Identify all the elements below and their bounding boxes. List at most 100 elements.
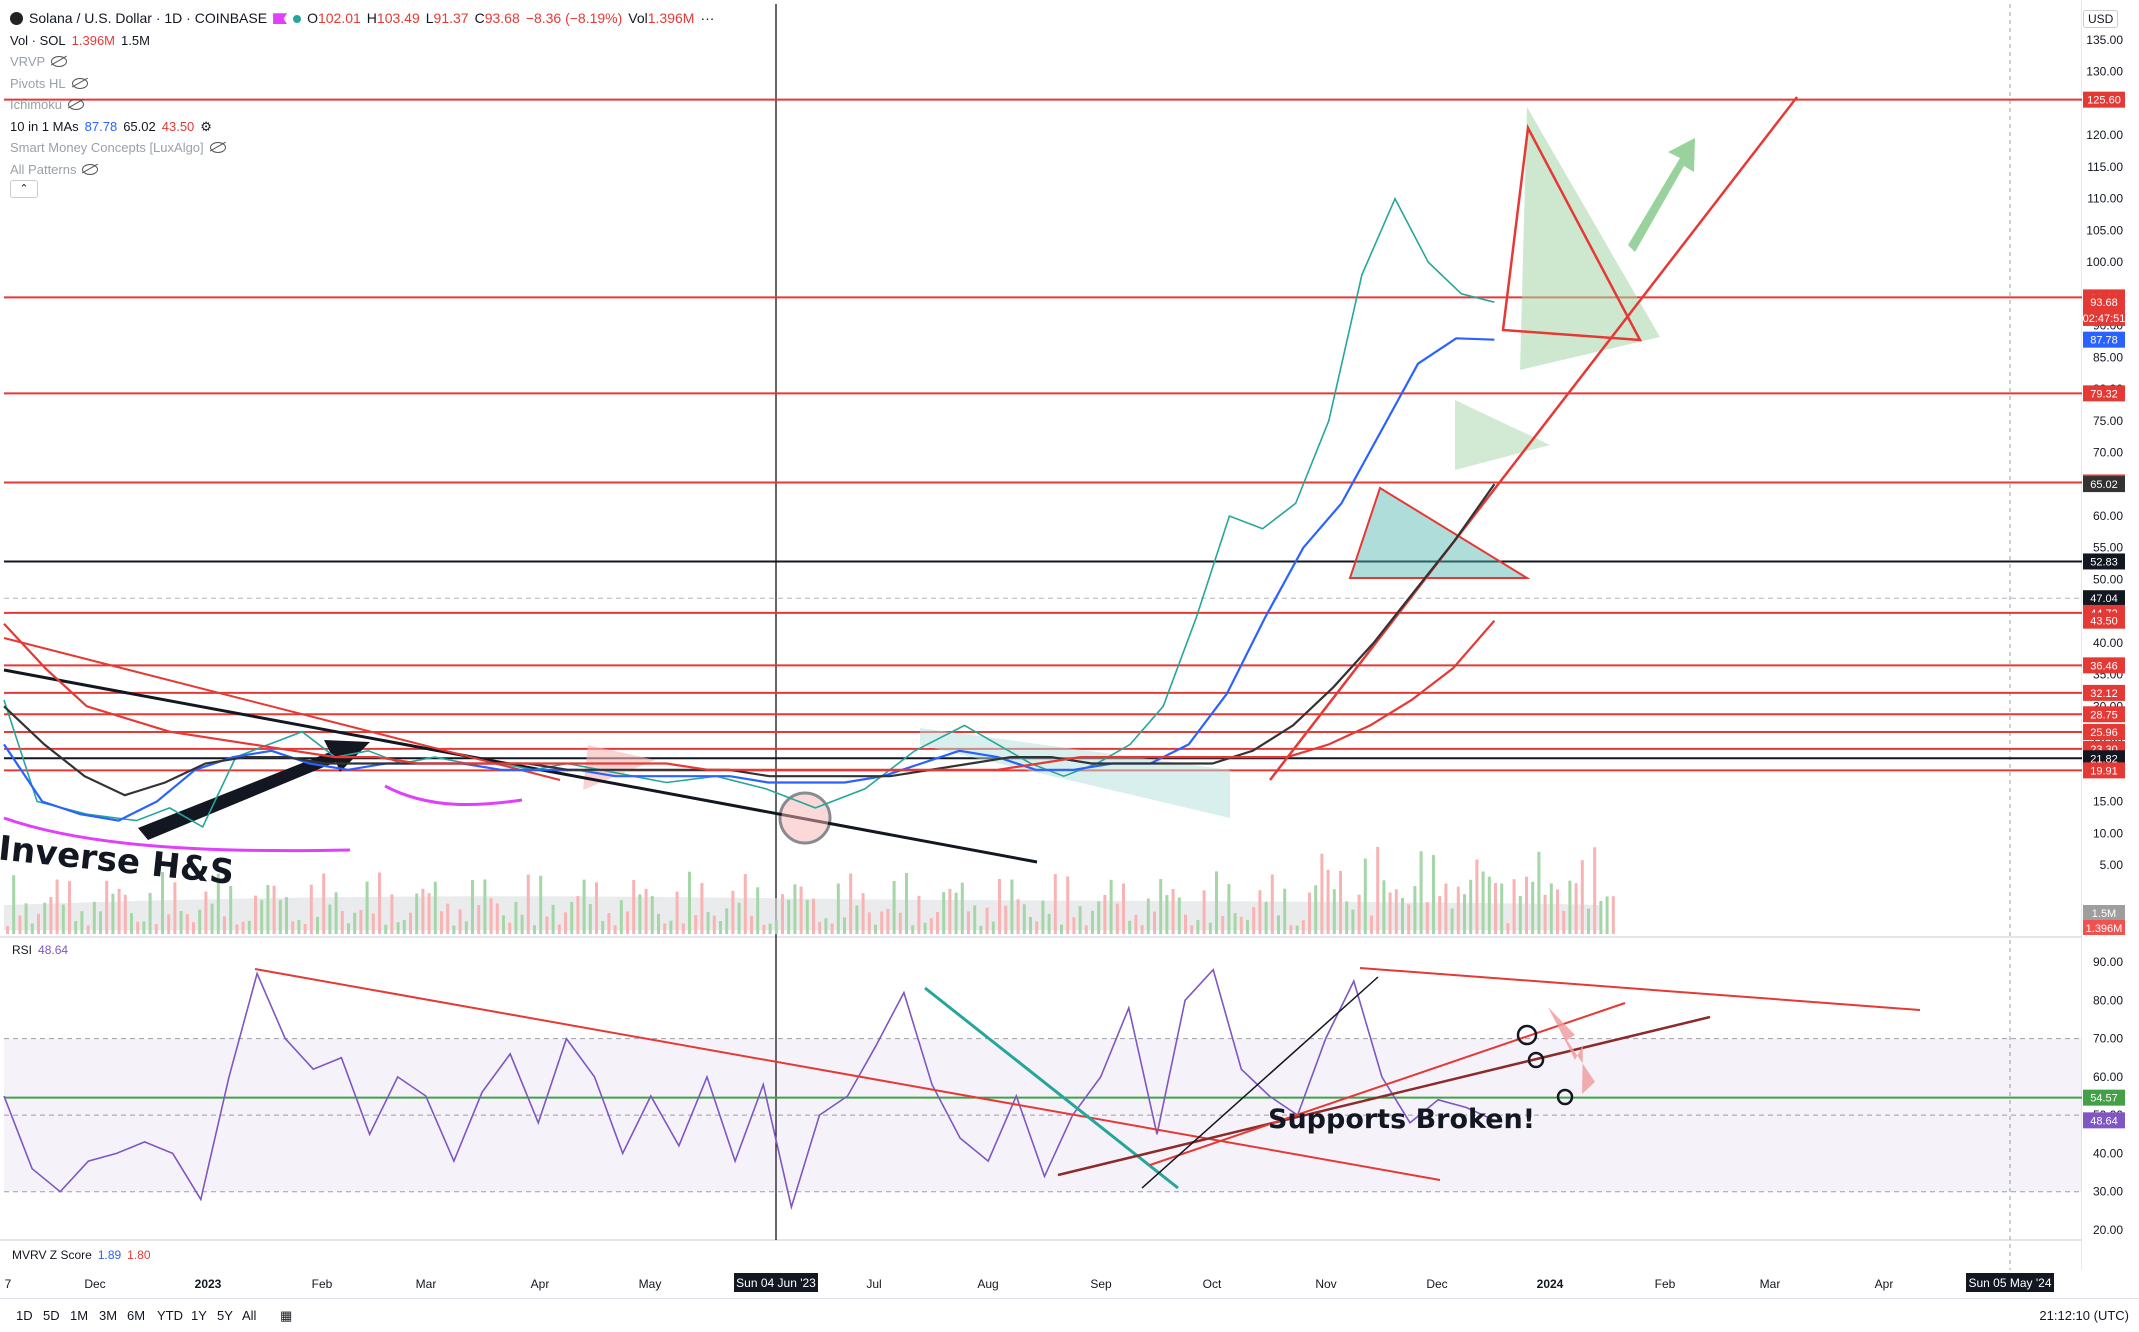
trend-line bbox=[3, 637, 561, 781]
volume-bar bbox=[663, 923, 667, 934]
volume-bar bbox=[167, 914, 171, 934]
volume-bar bbox=[204, 891, 208, 934]
volume-bar bbox=[595, 882, 598, 934]
price-label-tag bbox=[2083, 309, 2125, 326]
triangle-outline bbox=[1348, 486, 1531, 579]
timeframe-3m[interactable]: 3M bbox=[99, 1308, 118, 1323]
volume-bar bbox=[917, 895, 921, 934]
price-tick-label: 40.00 bbox=[2093, 636, 2123, 650]
indicator-smc[interactable]: Smart Money Concepts [LuxAlgo] bbox=[10, 137, 714, 159]
timeframe-all[interactable]: All bbox=[242, 1308, 257, 1323]
rsi-marker bbox=[1527, 1051, 1545, 1069]
volume-bar bbox=[1394, 889, 1398, 934]
volume-bar bbox=[588, 904, 592, 934]
volume-bar bbox=[396, 922, 400, 934]
volume-bar bbox=[880, 911, 884, 934]
volume-bar bbox=[1500, 883, 1504, 934]
volume-bar bbox=[371, 913, 375, 934]
volume-bar bbox=[1339, 870, 1342, 934]
hidden-eye-icon[interactable] bbox=[51, 56, 68, 68]
volume-bar bbox=[1401, 898, 1404, 934]
rsi-trend-line bbox=[1057, 1015, 1711, 1177]
volume-bar bbox=[1115, 903, 1119, 934]
volume-bar bbox=[1122, 883, 1125, 934]
timeframe-5y[interactable]: 5Y bbox=[217, 1308, 233, 1323]
rsi-pane bbox=[3, 967, 2082, 1211]
volume-bar bbox=[979, 925, 983, 934]
volume-bar bbox=[241, 921, 245, 934]
volume-bar bbox=[334, 892, 338, 934]
volume-bar bbox=[1376, 846, 1380, 934]
supports-broken-label: Supports Broken! bbox=[1268, 1104, 1535, 1135]
volume-bar bbox=[1215, 871, 1218, 934]
hidden-eye-icon[interactable] bbox=[209, 142, 226, 154]
inverse-hs-curve bbox=[3, 816, 351, 853]
chart-canvas[interactable]: 135.00130.00125.00120.00115.00110.00105.… bbox=[0, 0, 2139, 1298]
timeframe-5d[interactable]: 5D bbox=[43, 1308, 60, 1323]
volume-bar bbox=[774, 920, 778, 934]
price-tick-label: 135.00 bbox=[2086, 33, 2123, 47]
hidden-eye-icon[interactable] bbox=[68, 99, 85, 111]
volume-bar bbox=[1611, 896, 1615, 934]
volume-bars bbox=[4, 846, 1615, 934]
volume-bar bbox=[570, 902, 574, 934]
timeframe-ytd[interactable]: YTD bbox=[157, 1308, 183, 1323]
symbol-title[interactable]: Solana / U.S. Dollar · 1D · COINBASE bbox=[29, 10, 268, 26]
time-tick-label: Aug bbox=[977, 1277, 998, 1291]
currency-selector[interactable]: USD bbox=[2083, 10, 2119, 28]
indicator-pivots[interactable]: Pivots HL bbox=[10, 73, 714, 95]
volume-bar bbox=[911, 925, 915, 934]
indicator-mas[interactable]: 10 in 1 MAs 87.78 65.02 43.50 ⚙ bbox=[10, 116, 714, 138]
volume-bar bbox=[1295, 925, 1299, 934]
volume-bar bbox=[669, 920, 673, 934]
more-icon[interactable]: ··· bbox=[700, 10, 715, 26]
volume-bar bbox=[390, 894, 394, 934]
timeframe-1d[interactable]: 1D bbox=[16, 1308, 33, 1323]
volume-bar bbox=[762, 924, 766, 934]
utc-clock[interactable]: 21:12:10 (UTC) bbox=[2039, 1308, 2129, 1323]
volume-bar bbox=[1066, 876, 1070, 934]
volume-bar bbox=[1363, 858, 1367, 934]
timeframe-1y[interactable]: 1Y bbox=[191, 1308, 207, 1323]
indicator-vol[interactable]: Vol · SOL 1.396M 1.5M bbox=[10, 32, 150, 48]
volume-bar bbox=[1010, 879, 1014, 934]
volume-bar bbox=[1022, 904, 1026, 934]
indicator-ichimoku[interactable]: Ichimoku bbox=[10, 94, 714, 116]
timeframe-1m[interactable]: 1M bbox=[70, 1308, 89, 1323]
volume-bar bbox=[545, 916, 549, 934]
volume-bar bbox=[1258, 890, 1262, 934]
price-label-text: 25.96 bbox=[2090, 727, 2118, 739]
hidden-eye-icon[interactable] bbox=[71, 77, 88, 89]
calendar-icon[interactable]: ▦ bbox=[280, 1308, 293, 1323]
volume-bar bbox=[1345, 901, 1349, 934]
volume-bar bbox=[471, 880, 474, 934]
price-axis-bg bbox=[2082, 0, 2139, 1298]
volume-bar bbox=[1332, 889, 1336, 934]
price-label-text: 93.68 bbox=[2090, 297, 2118, 309]
ohlc-open: O102.01 bbox=[307, 10, 361, 26]
main-legend: Solana / U.S. Dollar · 1D · COINBASE O10… bbox=[10, 8, 714, 198]
collapse-legend-button[interactable]: ⌃ bbox=[10, 180, 38, 198]
volume-bar bbox=[1301, 920, 1305, 934]
flag-icon[interactable] bbox=[273, 13, 288, 25]
volume-bar bbox=[80, 911, 84, 934]
volume-bar bbox=[1177, 897, 1181, 934]
hidden-eye-icon[interactable] bbox=[82, 163, 99, 175]
timeframe-6m[interactable]: 6M bbox=[127, 1308, 146, 1323]
price-label-text: 65.02 bbox=[2090, 479, 2118, 491]
price-label-text: 79.32 bbox=[2090, 388, 2118, 400]
grid bbox=[0, 0, 2083, 1270]
indicator-vrvp[interactable]: VRVP bbox=[10, 51, 714, 73]
indicator-patterns[interactable]: All Patterns bbox=[10, 159, 714, 181]
price-tick-label: 15.00 bbox=[2093, 795, 2123, 809]
price-label-text: 02:47:51 bbox=[2083, 313, 2126, 325]
volume-bar bbox=[173, 882, 177, 934]
triangle-pattern bbox=[1520, 107, 1660, 370]
settings-icon: ⚙ bbox=[200, 118, 212, 134]
volume-bar bbox=[440, 911, 443, 934]
volume-bar bbox=[1407, 904, 1411, 934]
volume-bar bbox=[1438, 896, 1442, 934]
volume-bar bbox=[210, 903, 214, 934]
volume-bar bbox=[998, 879, 1001, 934]
volume-bar bbox=[551, 904, 555, 934]
